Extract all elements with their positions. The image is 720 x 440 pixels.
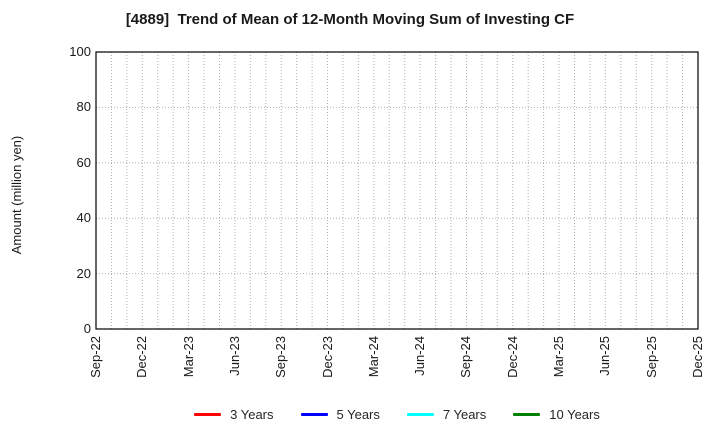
legend-item-7-years: 7 Years [406, 406, 487, 422]
legend-line-swatch [406, 412, 434, 416]
x-tick-label: Dec-25 [690, 336, 705, 378]
legend-line-swatch [194, 412, 222, 416]
y-tick-label: 80 [76, 99, 91, 115]
x-tick-label: Dec-24 [504, 336, 520, 378]
legend-label: 10 Years [549, 406, 600, 422]
y-tick-label: 0 [83, 321, 91, 336]
legend-item-10-years: 10 Years [513, 407, 600, 422]
x-tick-label: Jun-23 [226, 336, 242, 376]
x-tick-label: Mar-23 [180, 336, 196, 378]
y-tick-label: 20 [76, 265, 91, 281]
y-tick-label: 40 [76, 210, 91, 226]
x-tick-label: Mar-24 [365, 336, 381, 378]
x-tick-label: Sep-23 [273, 336, 289, 378]
y-tick-label: 100 [69, 44, 91, 59]
y-tick-label: 60 [76, 154, 91, 170]
legend-line-swatch [300, 412, 328, 416]
legend-item-3-years: 3 Years [194, 406, 274, 422]
x-tick-label: Mar-25 [551, 336, 567, 378]
legend-label: 3 Years [230, 406, 274, 422]
x-tick-label: Dec-22 [134, 336, 150, 378]
legend: 3 Years 5 Years 7 Years 10 Years [96, 402, 698, 426]
x-tick-label: Sep-25 [643, 336, 659, 378]
legend-item-5-years: 5 Years [300, 406, 380, 422]
x-tick-label: Jun-24 [412, 336, 428, 376]
x-tick-label: Dec-23 [319, 336, 335, 378]
x-tick-label: Sep-24 [458, 336, 474, 378]
legend-label: 7 Years [442, 406, 487, 422]
legend-label: 5 Years [336, 406, 380, 422]
chart-title: [4889] Trend of Mean of 12-Month Moving … [125, 11, 575, 28]
x-tick-label: Jun-25 [597, 336, 613, 376]
x-tick-label: Sep-22 [88, 336, 103, 378]
legend-line-swatch [513, 412, 541, 416]
